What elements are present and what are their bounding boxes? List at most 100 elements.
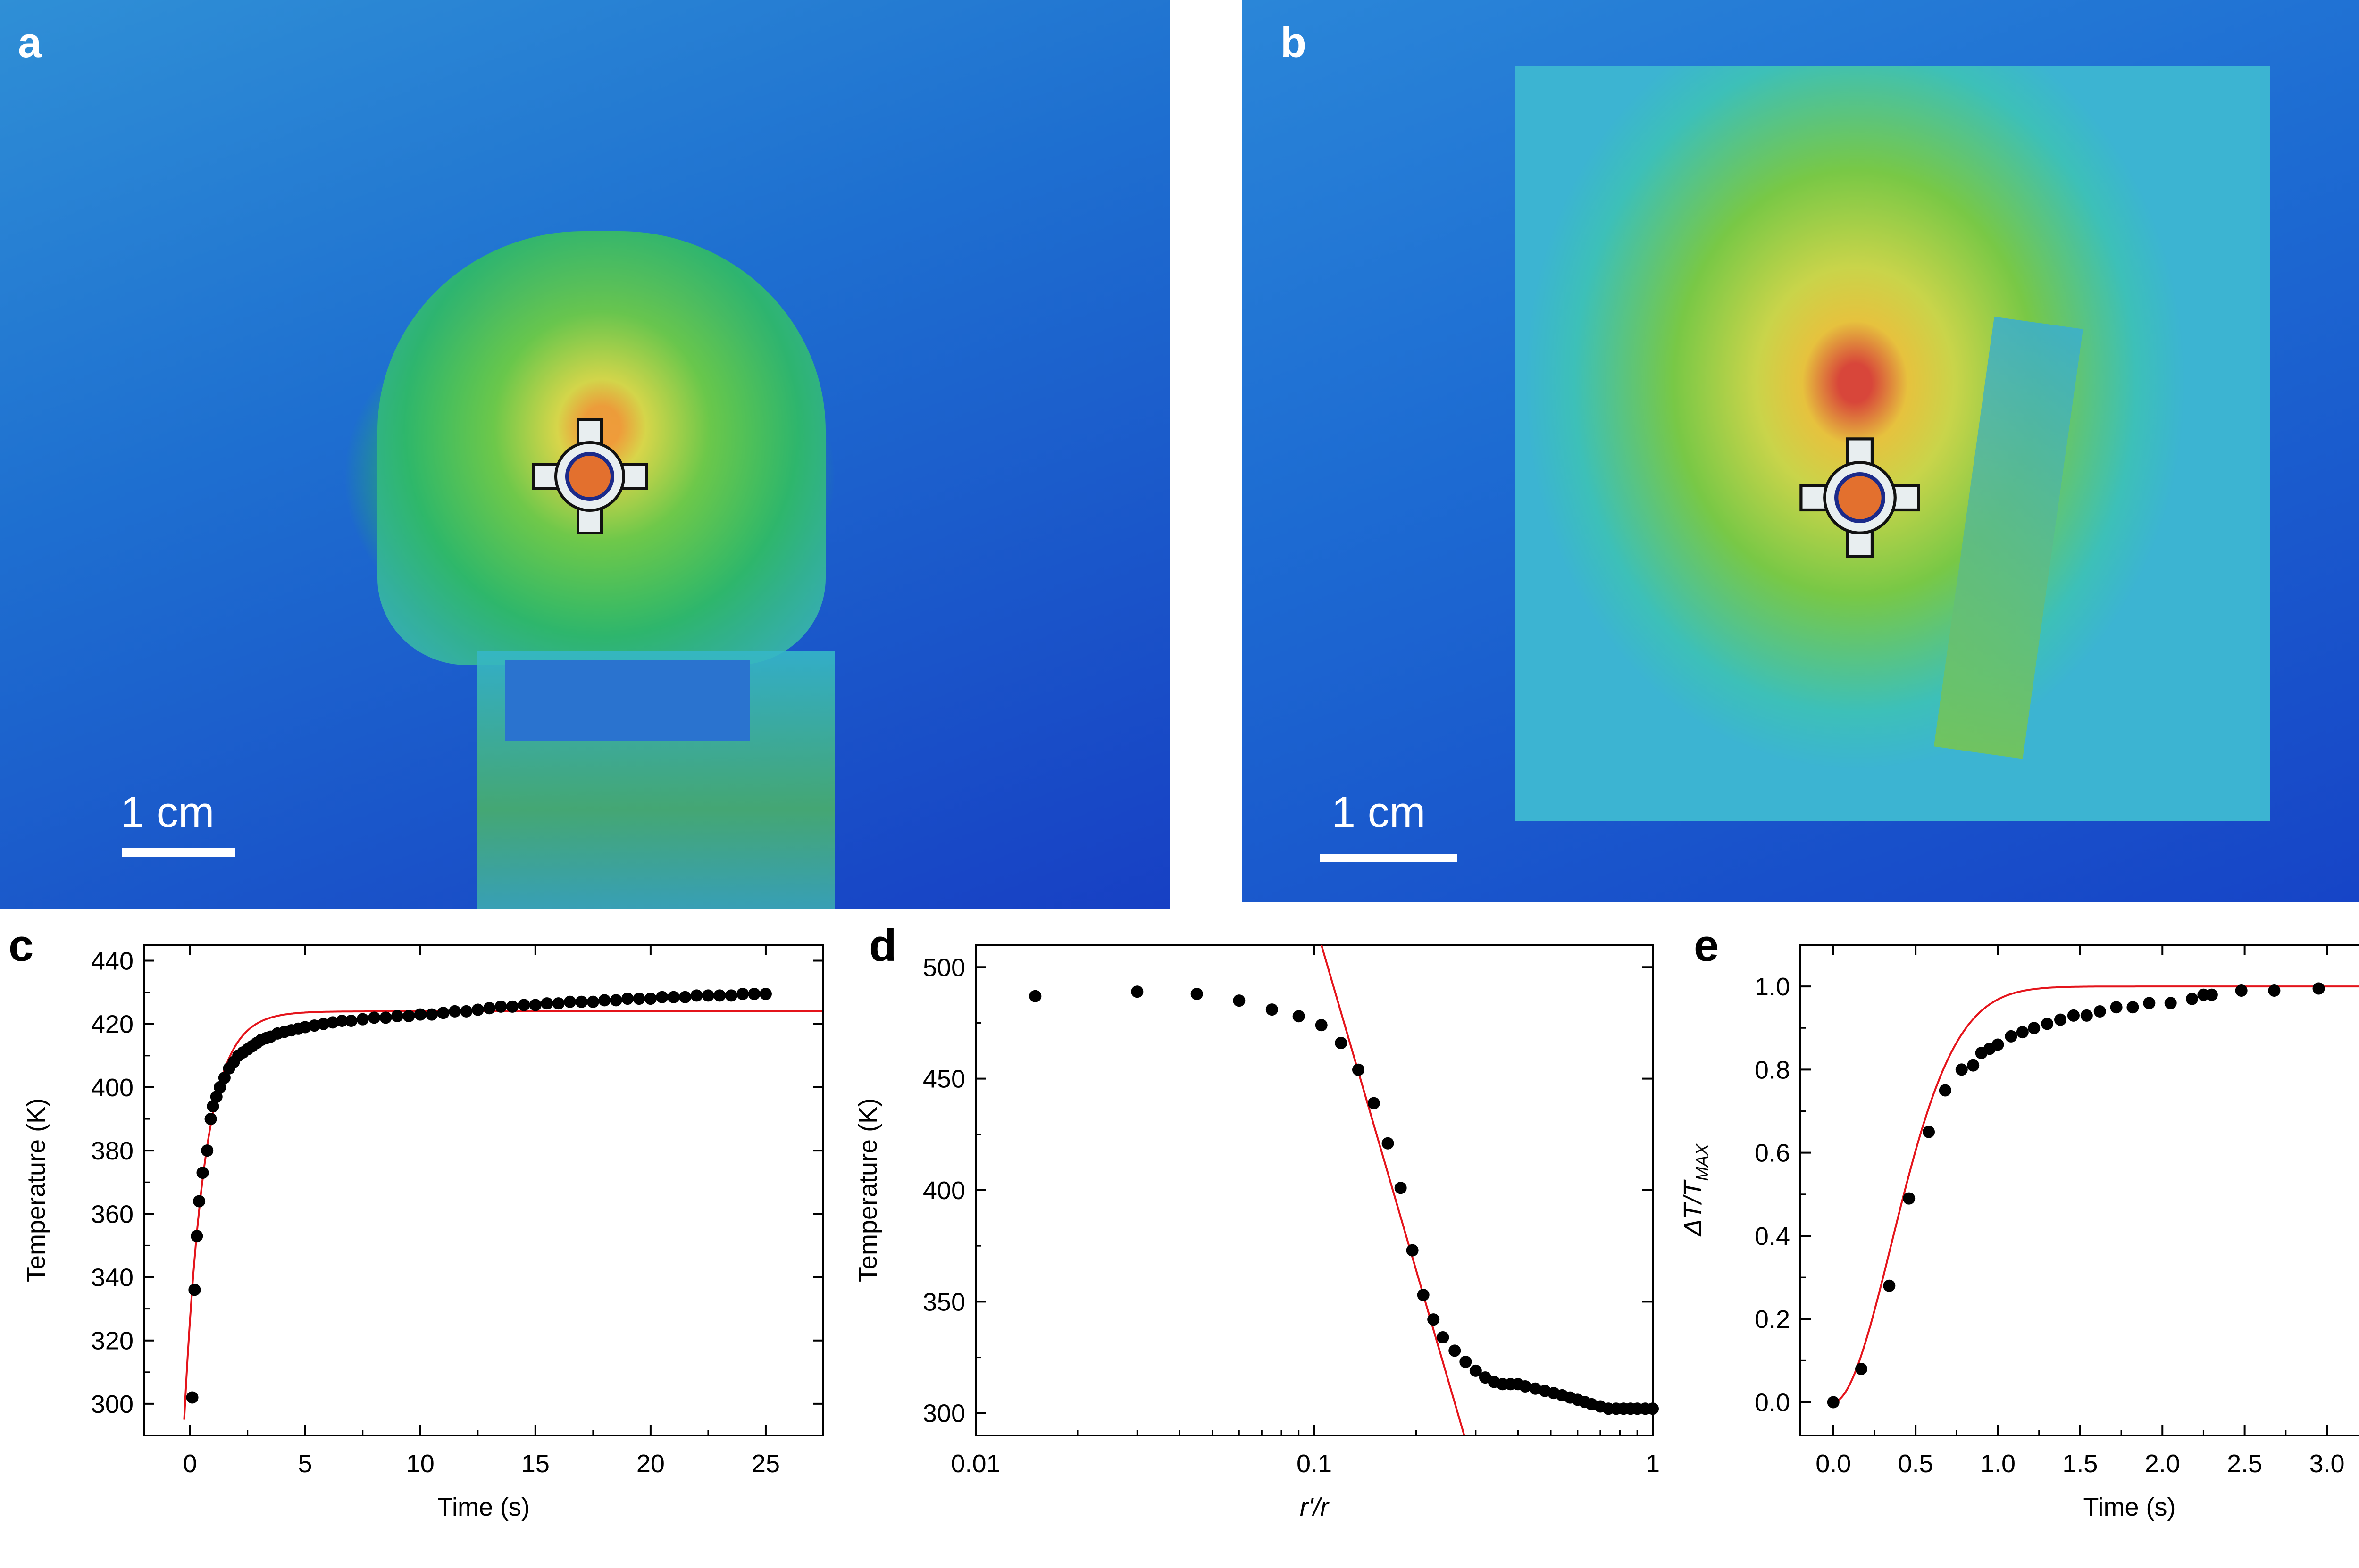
data-point bbox=[702, 989, 714, 1002]
data-point bbox=[1265, 1003, 1278, 1016]
chart-temperature-vs-radius: 0.01 0.1 1 300 350 400 450 500 r'/r Temperature (… bbox=[854, 944, 1660, 1521]
data-point bbox=[471, 1003, 484, 1016]
fit-layer bbox=[1320, 945, 1465, 1435]
data-point bbox=[308, 1019, 321, 1032]
data-point bbox=[1967, 1059, 1980, 1072]
data-point bbox=[598, 994, 611, 1007]
x-tick-label: 15 bbox=[521, 1450, 550, 1478]
x-tick-label: 10 bbox=[406, 1450, 435, 1478]
data-point bbox=[725, 989, 737, 1002]
y-tick-label: 0.4 bbox=[1755, 1222, 1790, 1251]
data-point bbox=[335, 1015, 348, 1027]
data-point bbox=[207, 1100, 219, 1113]
y-tick-label: 420 bbox=[91, 1010, 134, 1039]
y-axis-label-main: ΔT/T bbox=[1679, 1179, 1707, 1237]
crosshair-icon bbox=[532, 418, 648, 534]
data-point bbox=[586, 995, 599, 1008]
panel-letter-e: e bbox=[1694, 920, 1719, 971]
data-point bbox=[448, 1005, 461, 1018]
x-tick-label: 20 bbox=[636, 1450, 665, 1478]
scale-label-a: 1 cm bbox=[120, 788, 215, 836]
data-point bbox=[1955, 1063, 1968, 1076]
data-point bbox=[1315, 1019, 1328, 1032]
y-tick-label: 380 bbox=[91, 1137, 134, 1165]
data-point bbox=[1352, 1063, 1365, 1076]
x-tick-label: 0.01 bbox=[951, 1450, 1000, 1478]
data-point bbox=[2028, 1022, 2041, 1034]
x-tick-label: 5 bbox=[298, 1450, 312, 1478]
y-tick-label: 350 bbox=[923, 1288, 965, 1316]
data-point bbox=[1335, 1037, 1347, 1049]
data-point bbox=[1406, 1244, 1419, 1257]
data-point bbox=[2126, 1001, 2139, 1014]
plot-frame bbox=[975, 944, 1654, 1436]
scale-label-b: 1 cm bbox=[1331, 788, 1426, 836]
stem-gap bbox=[505, 660, 750, 741]
data-point bbox=[1855, 1362, 1868, 1375]
fit-layer bbox=[183, 1010, 822, 1420]
y-tick-label: 320 bbox=[91, 1327, 134, 1355]
y-tick-label: 0.8 bbox=[1755, 1056, 1790, 1084]
thermal-image-a: a 1 cm bbox=[0, 0, 1170, 909]
data-point bbox=[317, 1018, 330, 1030]
data-point bbox=[541, 997, 553, 1010]
panel-letter-c: c bbox=[8, 920, 34, 971]
data-point bbox=[391, 1009, 403, 1022]
y-tick-label: 400 bbox=[91, 1074, 134, 1102]
y-tick-label: 340 bbox=[91, 1264, 134, 1292]
x-axis-label: r'/r bbox=[1300, 1493, 1330, 1521]
fit-layer bbox=[1833, 985, 2359, 1403]
data-point bbox=[506, 1000, 519, 1013]
data-point bbox=[2054, 1013, 2067, 1026]
data-point bbox=[2016, 1026, 2029, 1039]
x-tick-label: 0 bbox=[183, 1450, 197, 1478]
data-point bbox=[2186, 993, 2199, 1005]
chart-normalized-temperature: 0.00.51.01.52.02.53.03.50.00.20.40.60.81… bbox=[1679, 944, 2359, 1521]
data-point bbox=[1903, 1192, 1916, 1205]
data-point bbox=[2312, 982, 2325, 995]
data-point bbox=[426, 1008, 438, 1021]
data-point bbox=[299, 1021, 311, 1034]
data-point bbox=[186, 1391, 199, 1404]
data-point bbox=[460, 1005, 473, 1018]
data-point bbox=[621, 993, 634, 1005]
y-tick-label: 0.6 bbox=[1755, 1139, 1790, 1168]
plot-frame bbox=[143, 944, 824, 1436]
data-point bbox=[2143, 997, 2156, 1009]
data-point bbox=[564, 995, 577, 1008]
data-point bbox=[633, 993, 645, 1005]
data-point bbox=[2093, 1005, 2106, 1018]
data-point bbox=[196, 1167, 209, 1179]
y-tick-label: 0.2 bbox=[1755, 1305, 1790, 1334]
heated-plate bbox=[1515, 66, 2270, 821]
data-point bbox=[667, 991, 680, 1003]
data-point bbox=[1367, 1097, 1380, 1109]
data-point bbox=[483, 1002, 496, 1015]
y-axis-label: Temperature (K) bbox=[854, 1098, 882, 1282]
data-point bbox=[610, 994, 622, 1007]
scale-bar-a bbox=[122, 848, 235, 857]
panel-letter-b: b bbox=[1280, 19, 1306, 67]
x-axis-label: Time (s) bbox=[2083, 1493, 2176, 1521]
data-point bbox=[437, 1007, 450, 1019]
fit-curve bbox=[1833, 985, 2359, 1403]
data-point bbox=[204, 1113, 217, 1126]
data-point bbox=[529, 999, 542, 1011]
data-point bbox=[1131, 985, 1144, 998]
x-tick-label: 2.0 bbox=[2145, 1450, 2180, 1478]
data-point bbox=[494, 1000, 507, 1013]
thermal-image-b: b 1 cm bbox=[1242, 0, 2359, 902]
data-point bbox=[736, 988, 749, 1000]
chart-temperature-vs-time: 0 5 10 15 20 25 300 320 340 360 380 400 420 440 Time (… bbox=[22, 944, 824, 1521]
x-tick-label: 3.0 bbox=[2309, 1450, 2344, 1478]
data-point bbox=[1448, 1344, 1461, 1357]
plot-frame bbox=[1799, 944, 2359, 1436]
y-axis-label: ΔT/TMAX bbox=[1679, 1143, 1712, 1237]
panel-letter-d: d bbox=[869, 920, 897, 971]
y-axis-label-sub: MAX bbox=[1692, 1143, 1712, 1181]
data-point bbox=[1991, 1038, 2004, 1051]
data-point bbox=[713, 989, 726, 1002]
x-tick-label: 1.0 bbox=[1980, 1450, 2016, 1478]
data-point bbox=[1437, 1331, 1449, 1343]
data-point bbox=[379, 1011, 392, 1024]
